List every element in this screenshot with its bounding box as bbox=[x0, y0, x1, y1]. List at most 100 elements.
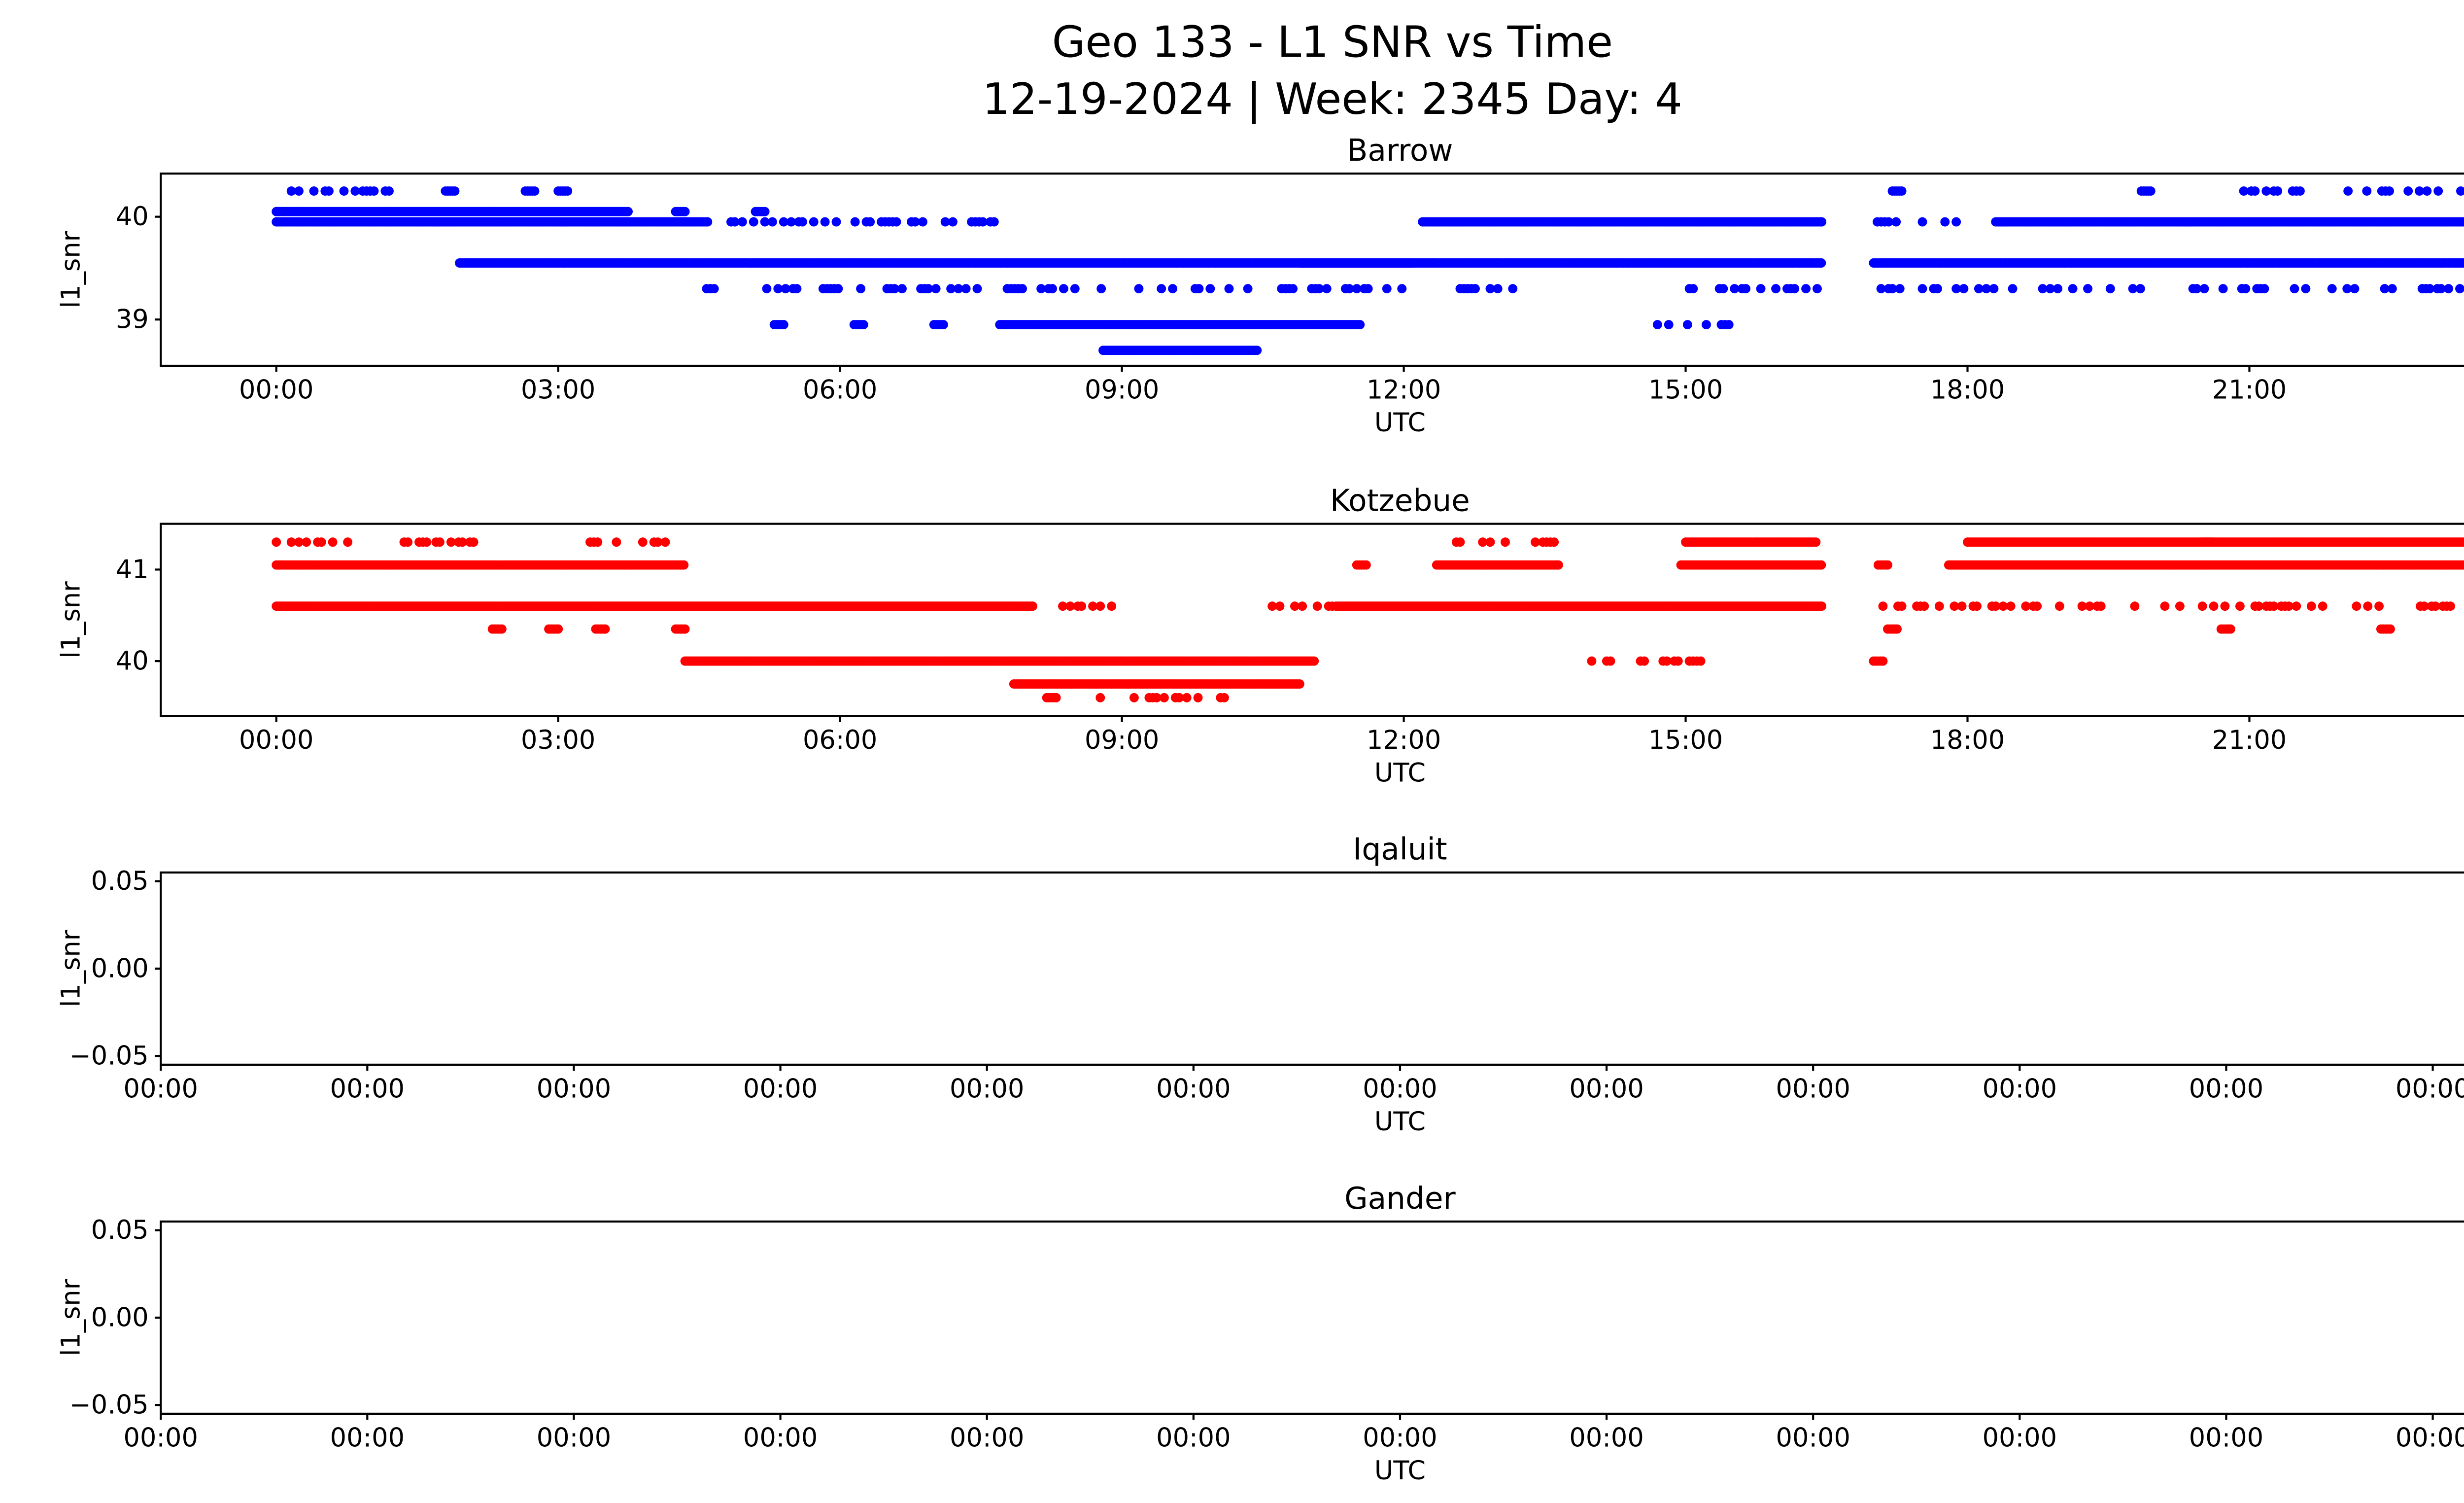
scatter-point bbox=[1989, 284, 1998, 293]
scatter-point bbox=[1957, 601, 1967, 611]
scatter-point bbox=[2374, 601, 2384, 611]
x-tick-label: 09:00 bbox=[1085, 375, 1159, 405]
scatter-point bbox=[2352, 601, 2361, 611]
scatter-point bbox=[272, 537, 281, 547]
x-tick-label: 21:00 bbox=[2212, 725, 2287, 755]
scatter-point bbox=[309, 186, 319, 196]
scatter-point bbox=[2235, 601, 2245, 611]
x-tick-label: 06:00 bbox=[803, 725, 877, 755]
scatter-point bbox=[384, 186, 394, 196]
scatter-point bbox=[760, 207, 770, 216]
scatter-point bbox=[1972, 601, 1982, 611]
scatter-point bbox=[2444, 284, 2453, 293]
scatter-point bbox=[2433, 186, 2443, 196]
subplot-title: Barrow bbox=[1347, 133, 1453, 168]
scatter-point bbox=[2363, 601, 2372, 611]
scatter-point bbox=[1157, 284, 1166, 293]
scatter-point bbox=[2388, 284, 2397, 293]
scatter-point bbox=[2200, 284, 2209, 293]
scatter-point bbox=[2226, 625, 2235, 634]
scatter-point bbox=[792, 284, 801, 293]
scatter-point bbox=[1897, 186, 1907, 196]
scatter-point bbox=[1554, 560, 1563, 570]
scatter-point bbox=[2403, 186, 2413, 196]
scatter-point bbox=[2068, 284, 2078, 293]
x-tick-label: 06:00 bbox=[803, 375, 877, 405]
scatter-point bbox=[1382, 284, 1392, 293]
scatter-point bbox=[892, 217, 901, 227]
scatter-point bbox=[1471, 284, 1480, 293]
plot-area bbox=[161, 174, 2464, 366]
scatter-point bbox=[1298, 601, 1307, 611]
scatter-point bbox=[1817, 217, 1826, 227]
scatter-point bbox=[403, 537, 412, 547]
scatter-point bbox=[1322, 284, 1332, 293]
scatter-point bbox=[2241, 284, 2250, 293]
scatter-point bbox=[762, 284, 771, 293]
scatter-point bbox=[1070, 284, 1080, 293]
scatter-point bbox=[1107, 601, 1116, 611]
scatter-point bbox=[1724, 320, 1734, 329]
x-tick-label: 15:00 bbox=[1648, 375, 1723, 405]
scatter-point bbox=[2343, 186, 2353, 196]
scatter-point bbox=[328, 537, 338, 547]
scatter-point bbox=[601, 625, 610, 634]
scatter-point bbox=[2318, 601, 2327, 611]
scatter-point bbox=[1493, 284, 1503, 293]
scatter-point bbox=[961, 284, 971, 293]
scatter-point bbox=[612, 537, 621, 547]
scatter-point bbox=[2455, 284, 2464, 293]
scatter-point bbox=[681, 207, 690, 216]
scatter-point bbox=[931, 284, 941, 293]
y-tick-label: 40 bbox=[116, 646, 149, 676]
scatter-point bbox=[1077, 601, 1086, 611]
scatter-point bbox=[1205, 284, 1215, 293]
scatter-point bbox=[2083, 284, 2092, 293]
scatter-point bbox=[638, 537, 648, 547]
scatter-point bbox=[1456, 537, 1465, 547]
scatter-point bbox=[865, 217, 875, 227]
scatter-point bbox=[1718, 284, 1728, 293]
scatter-point bbox=[422, 537, 431, 547]
y-tick-label: 41 bbox=[116, 555, 149, 585]
scatter-point bbox=[2362, 186, 2371, 196]
x-tick-label: 18:00 bbox=[1930, 375, 2005, 405]
scatter-point bbox=[623, 207, 633, 216]
scatter-point bbox=[563, 186, 572, 196]
x-tick-label: 12:00 bbox=[1367, 725, 1441, 755]
scatter-point bbox=[324, 186, 334, 196]
scatter-point bbox=[1756, 284, 1766, 293]
scatter-point bbox=[1771, 284, 1780, 293]
scatter-point bbox=[2350, 284, 2360, 293]
scatter-point bbox=[294, 186, 304, 196]
scatter-point bbox=[1891, 217, 1901, 227]
scatter-point bbox=[2290, 284, 2299, 293]
scatter-point bbox=[1134, 284, 1143, 293]
scatter-point bbox=[1486, 537, 1495, 547]
x-tick-label: 03:00 bbox=[521, 375, 595, 405]
scatter-point bbox=[1028, 601, 1037, 611]
scatter-point bbox=[2307, 601, 2316, 611]
scatter-point bbox=[2292, 601, 2301, 611]
scatter-point bbox=[809, 217, 819, 227]
x-axis-label: UTC bbox=[1374, 758, 1426, 788]
scatter-point bbox=[1288, 284, 1298, 293]
scatter-point bbox=[2250, 186, 2259, 196]
scatter-point bbox=[2209, 601, 2219, 611]
scatter-point bbox=[2260, 284, 2269, 293]
scatter-point bbox=[343, 537, 352, 547]
scatter-point bbox=[2130, 601, 2139, 611]
scatter-point bbox=[1933, 284, 1942, 293]
scatter-point bbox=[1683, 320, 1692, 329]
y-tick-label: 39 bbox=[116, 305, 149, 335]
x-tick-label: 15:00 bbox=[1648, 725, 1723, 755]
scatter-point bbox=[1895, 284, 1905, 293]
y-tick-label: 40 bbox=[116, 202, 149, 232]
scatter-point bbox=[1790, 284, 1799, 293]
scatter-point bbox=[1940, 217, 1950, 227]
scatter-point bbox=[2055, 601, 2064, 611]
scatter-point bbox=[1362, 560, 1371, 570]
